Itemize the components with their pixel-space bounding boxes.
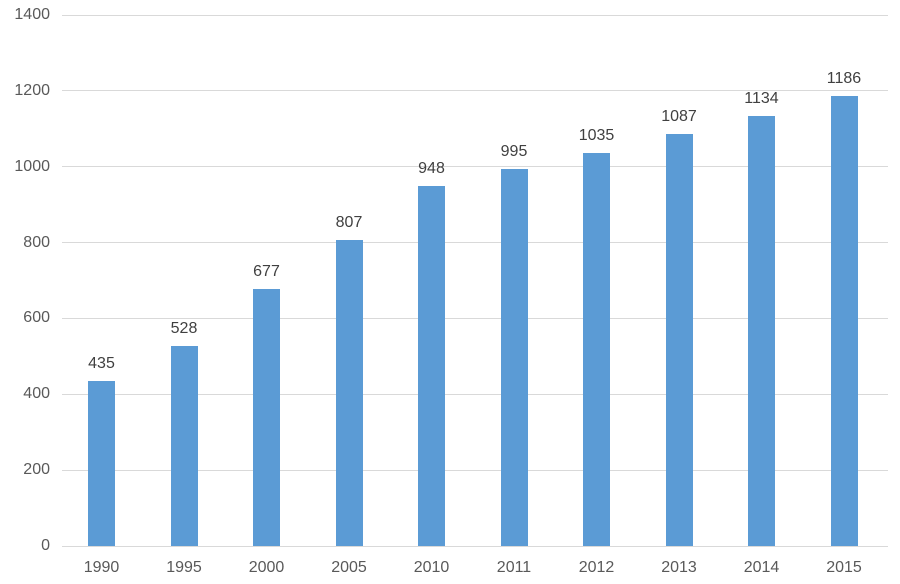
bar-2000 (253, 289, 280, 546)
y-axis-tick-label: 600 (23, 309, 50, 327)
bar-1995 (170, 345, 198, 546)
bar-2010 (418, 186, 445, 546)
y-axis-tick-label: 800 (23, 233, 50, 251)
x-axis-tick-label: 1990 (83, 559, 120, 576)
bar-value-label: 948 (418, 160, 445, 178)
y-axis-tick-label: 0 (41, 537, 50, 554)
gridline (62, 166, 888, 168)
x-axis-tick-label: 2015 (826, 559, 862, 576)
bar-1990 (88, 381, 115, 546)
bar-value-label: 528 (170, 319, 198, 337)
x-axis-tick-label: 2005 (331, 559, 367, 576)
bar-value-label: 435 (88, 355, 115, 372)
gridline (62, 545, 888, 547)
x-axis-tick-label: 2013 (661, 559, 697, 576)
bar-2012 (583, 153, 610, 546)
gridline (62, 317, 888, 319)
bar-2013 (665, 133, 693, 546)
x-axis-tick-label: 2012 (578, 559, 615, 576)
bar-value-label: 1035 (578, 127, 615, 145)
bar-value-label: 1186 (826, 70, 862, 88)
y-axis-tick-label: 400 (23, 385, 50, 403)
x-axis-tick-label: 1995 (166, 559, 202, 576)
bar-value-label: 677 (253, 263, 280, 281)
y-axis-tick-label: 1400 (14, 6, 50, 23)
x-axis-tick-label: 2011 (496, 559, 532, 576)
x-axis-tick-label: 2010 (413, 559, 450, 576)
y-axis-tick-label: 1200 (14, 81, 50, 99)
bar-2005 (335, 239, 363, 546)
x-axis-tick-label: 2000 (248, 559, 285, 576)
bar-value-label: 807 (335, 213, 363, 231)
bar-2014 (748, 115, 775, 546)
gridline (62, 14, 888, 16)
gridline (62, 242, 888, 244)
bar-value-label: 1087 (661, 107, 697, 125)
bar-value-label: 1134 (744, 89, 779, 107)
gridline (62, 393, 888, 395)
gridline (62, 90, 888, 92)
y-axis-tick-label: 1000 (14, 157, 50, 175)
bar-value-label: 995 (500, 142, 528, 160)
y-axis-tick-label: 200 (23, 461, 50, 479)
x-axis-tick-label: 2014 (743, 559, 780, 576)
gridline (62, 469, 888, 471)
bar-2011 (500, 168, 528, 546)
bar-2015 (830, 96, 858, 546)
